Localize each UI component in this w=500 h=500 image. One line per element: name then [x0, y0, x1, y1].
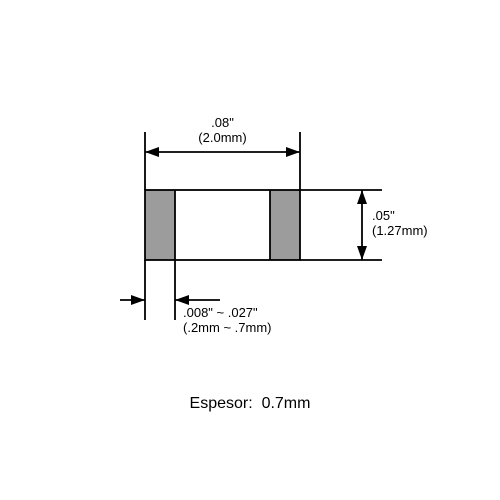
thickness-value: 0.7mm [262, 395, 311, 412]
dim-terminal-in: .008" ~ .027" [183, 305, 258, 320]
thickness-key: Espesor: [190, 395, 253, 412]
dim-height-in: .05" [372, 208, 395, 223]
thickness-label: Espesor: 0.7mm [0, 395, 500, 413]
dim-width-in: .08" [211, 115, 234, 130]
dim-height-label: .05" (1.27mm) [372, 209, 428, 239]
dim-width-label: .08" (2.0mm) [183, 116, 263, 146]
dim-width-mm: (2.0mm) [198, 130, 246, 145]
dim-height-mm: (1.27mm) [372, 223, 428, 238]
dimension-svg [0, 0, 500, 500]
dim-terminal-mm: (.2mm ~ .7mm) [183, 320, 271, 335]
dim-terminal-label: .008" ~ .027" (.2mm ~ .7mm) [183, 306, 271, 336]
drawing-stage: .08" (2.0mm) .05" (1.27mm) .008" ~ .027"… [0, 0, 500, 500]
